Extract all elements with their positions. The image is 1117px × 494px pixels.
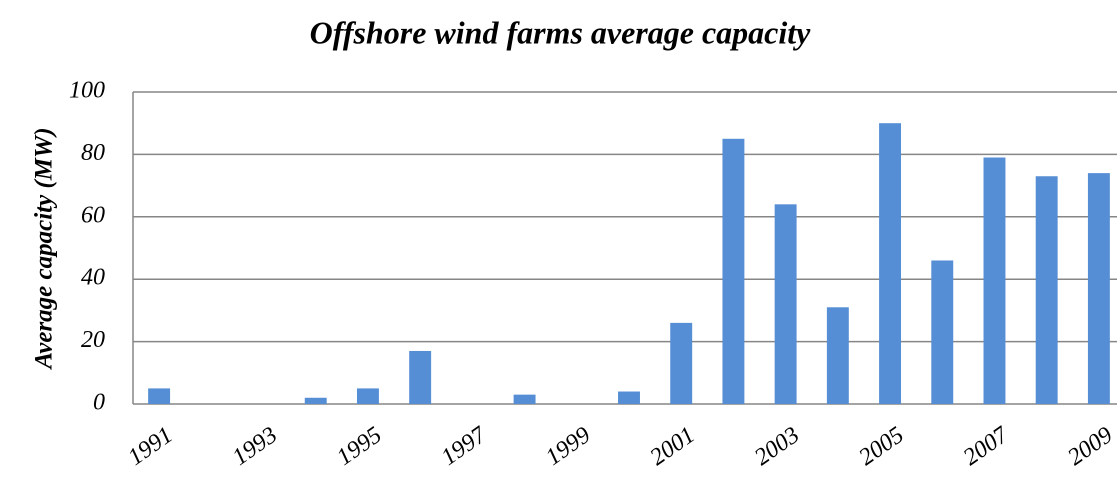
bar: [1087, 173, 1110, 404]
x-tick-label: 2001: [646, 422, 700, 471]
bar: [513, 394, 536, 404]
bar: [304, 397, 327, 404]
bar: [409, 350, 432, 404]
bar: [670, 322, 693, 404]
bar: [826, 307, 849, 404]
x-tick-label: 2009: [1063, 422, 1117, 471]
y-tick-label: 80: [81, 140, 105, 166]
bar: [1035, 176, 1058, 404]
x-tick-label: 2003: [750, 422, 804, 471]
x-tick-label: 2005: [854, 422, 908, 471]
bar: [879, 123, 902, 404]
x-tick-label: 1995: [332, 422, 386, 471]
bar: [983, 157, 1006, 404]
y-tick-label: 40: [81, 265, 105, 291]
bar: [356, 388, 379, 404]
x-tick-label: 1991: [123, 422, 177, 471]
bar: [774, 204, 797, 404]
y-tick-label: 60: [81, 202, 105, 228]
bar: [931, 260, 954, 404]
x-tick-label: 2007: [959, 422, 1014, 471]
x-tick-label: 1993: [228, 422, 282, 471]
bar: [722, 138, 745, 405]
x-tick-label: 1999: [541, 422, 595, 471]
chart-title: Offshore wind farms average capacity: [310, 14, 811, 50]
y-tick-label: 20: [81, 327, 105, 353]
bar: [618, 391, 640, 404]
bar: [148, 388, 171, 404]
x-tick-label: 1997: [437, 422, 492, 471]
y-tick-label: 0: [93, 390, 105, 416]
y-tick-label: 100: [69, 78, 105, 104]
y-axis-label: Average capacity (MW): [31, 127, 58, 370]
